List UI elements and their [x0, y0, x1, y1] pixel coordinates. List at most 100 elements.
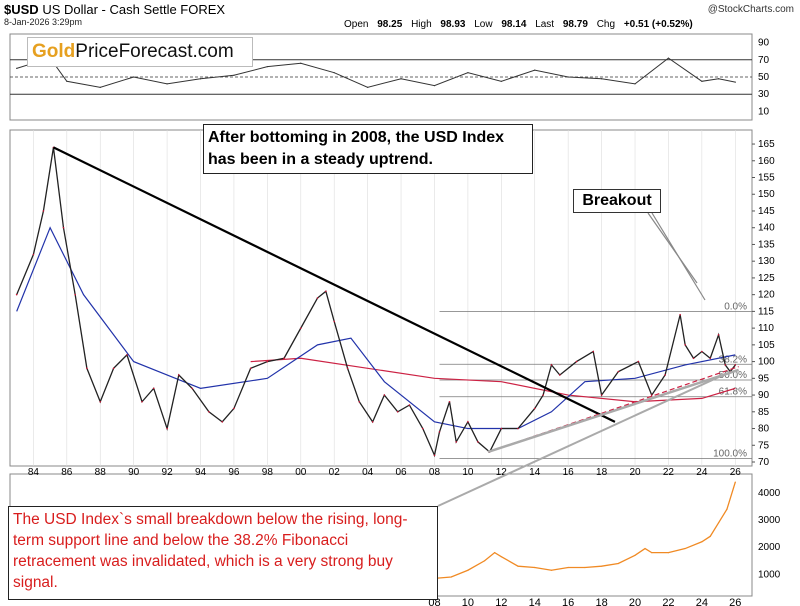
logo-text: PriceForecast.com: [75, 41, 234, 62]
usd-price-point: [600, 394, 603, 396]
usd-price-point: [42, 210, 45, 212]
open-label: Open: [344, 19, 369, 30]
rsi-line: [16, 57, 736, 88]
breakout-label: Breakout: [573, 189, 661, 213]
x-tick-label: 10: [462, 467, 474, 478]
price-tick-label: 130: [758, 256, 775, 267]
rsi-tick-label: 90: [758, 38, 770, 49]
price-tick-label: 160: [758, 156, 775, 167]
price-tick-label: 80: [758, 424, 770, 435]
rsi-tick-label: 70: [758, 55, 770, 66]
price-tick-label: 100: [758, 357, 775, 368]
gold-x-tick-label: 22: [662, 597, 674, 606]
usd-price-point: [358, 400, 361, 403]
gold-price-point: [467, 569, 469, 571]
x-tick-label: 26: [730, 467, 742, 478]
price-tick-label: 105: [758, 340, 775, 351]
rsi-point: [634, 83, 636, 85]
gold-price-point: [734, 481, 736, 483]
price-tick-label: 120: [758, 290, 775, 301]
x-tick-label: 84: [28, 467, 40, 478]
price-tick-label: 90: [758, 390, 770, 401]
rsi-point: [701, 80, 703, 82]
x-tick-label: 22: [663, 467, 675, 478]
x-tick-label: 92: [162, 467, 174, 478]
copyright: @StockCharts.com: [707, 4, 794, 15]
gold-price-point: [450, 576, 452, 578]
gold-x-tick-label: 08: [428, 597, 440, 606]
rsi-tick-label: 10: [758, 106, 770, 117]
usd-price-point: [208, 410, 210, 413]
fib-level-label: 50.0%: [719, 370, 747, 381]
x-tick-label: 14: [529, 467, 541, 478]
rsi-point: [400, 78, 402, 80]
rsi-point: [133, 76, 135, 78]
rsi-point: [600, 78, 603, 80]
usd-price-point: [371, 421, 374, 423]
usd-price-point: [383, 394, 386, 396]
fib-level-label: 0.0%: [724, 301, 747, 312]
high-label: High: [411, 19, 432, 30]
usd-price-point: [86, 367, 88, 370]
gold-tick-label: 2000: [758, 542, 781, 553]
rsi-point: [534, 69, 536, 71]
usd-price-point: [559, 374, 561, 376]
x-tick-label: 06: [395, 467, 407, 478]
logo-gold: Gold: [32, 41, 76, 62]
usd-price-point: [433, 454, 436, 457]
open-value: 98.25: [377, 19, 403, 30]
usd-price-point: [266, 360, 269, 363]
usd-price-point: [679, 313, 681, 316]
price-tick-label: 145: [758, 206, 775, 217]
usd-price-point: [684, 344, 686, 346]
usd-price-point: [396, 410, 399, 413]
site-logo: GoldPriceForecast.com: [27, 37, 253, 67]
gold-tick-label: 1000: [758, 569, 781, 580]
usd-price-point: [408, 404, 411, 406]
chg-value: +0.51 (+0.52%): [623, 19, 693, 30]
symbol-header: $USD US Dollar - Cash Settle FOREX: [4, 2, 225, 17]
usd-price-point: [592, 350, 595, 353]
usd-price-point: [575, 360, 578, 363]
gold-price-point: [494, 552, 496, 554]
usd-price-point: [141, 400, 143, 403]
x-tick-label: 16: [563, 467, 575, 478]
rsi-tick-label: 30: [758, 89, 770, 100]
gold-tick-label: 4000: [758, 488, 781, 499]
usd-price-point: [15, 293, 18, 296]
gold-price-point: [584, 566, 586, 569]
uptrend-annotation: After bottoming in 2008, the USD Index h…: [203, 124, 533, 174]
usd-price-point: [724, 364, 727, 366]
price-tick-label: 140: [758, 223, 775, 234]
usd-price-point: [346, 367, 349, 370]
usd-price-point: [467, 421, 469, 423]
chg-label: Chg: [596, 19, 616, 30]
rsi-point: [433, 85, 436, 87]
usd-price-point: [191, 387, 193, 390]
declining-resistance-line: [52, 146, 616, 423]
gold-price-line: [434, 481, 736, 580]
ma-short-line: [16, 226, 736, 430]
rsi-point: [99, 86, 101, 88]
gold-price-point: [617, 562, 619, 565]
usd-price-point: [448, 400, 451, 403]
usd-price-point: [717, 334, 720, 336]
gold-price-point: [651, 552, 653, 554]
usd-price-point: [709, 357, 712, 360]
usd-price-point: [32, 253, 35, 256]
gold-x-tick-label: 10: [462, 597, 474, 606]
usd-price-point: [500, 427, 503, 430]
usd-price-point: [126, 354, 128, 356]
fib-level-label: 38.2%: [719, 354, 747, 365]
gold-price-point: [534, 566, 536, 569]
usd-price-point: [99, 400, 102, 403]
price-tick-label: 110: [758, 323, 774, 334]
usd-price-point: [421, 427, 424, 430]
rsi-point: [467, 72, 469, 74]
usd-price-point: [701, 350, 703, 353]
gold-price-point: [484, 560, 486, 562]
note-pointer: [437, 372, 728, 507]
price-tick-label: 115: [758, 306, 774, 317]
usd-price-point: [637, 360, 640, 363]
